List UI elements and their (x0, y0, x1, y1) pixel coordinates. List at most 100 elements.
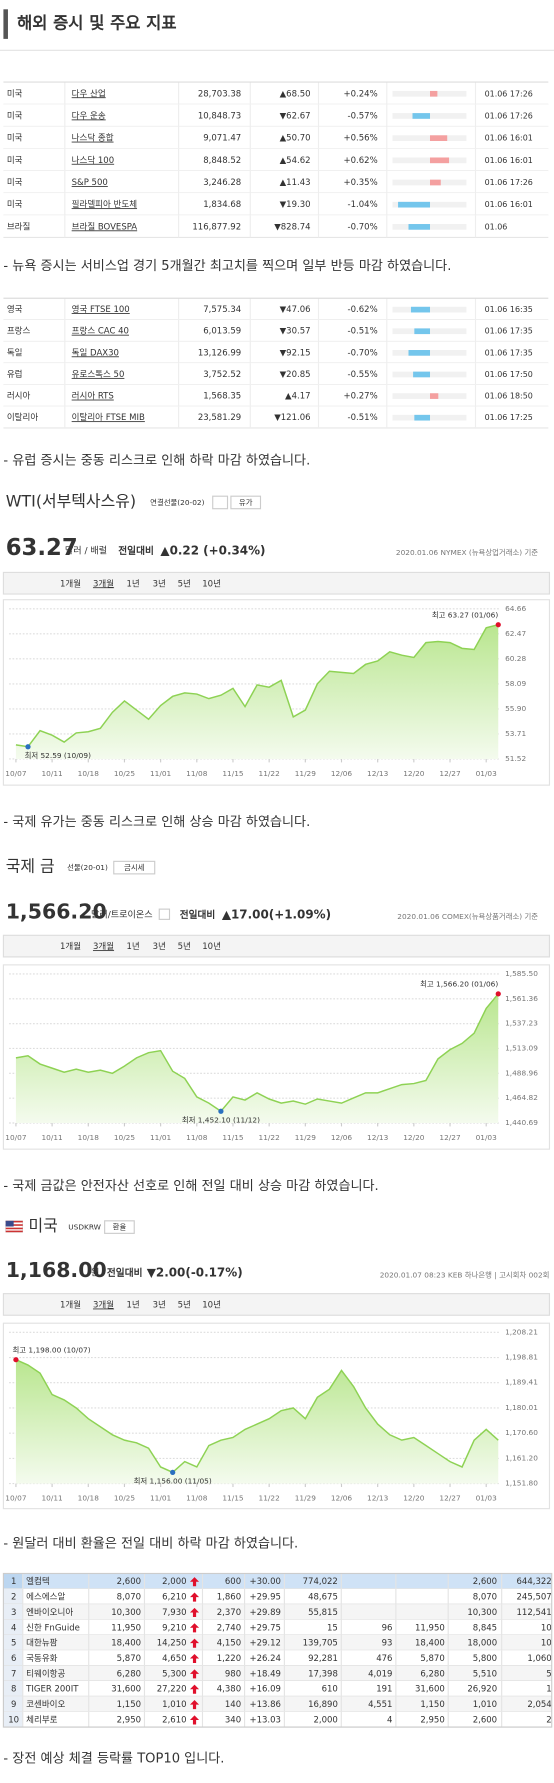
note: - 국제 금값은 안전자산 선호로 인해 전일 대비 상승 마감 하였습니다. (3, 1178, 378, 1194)
tab[interactable]: 5년 (178, 941, 191, 952)
change-rate: -0.57% (348, 111, 378, 121)
button[interactable] (230, 495, 262, 510)
cell: 코센바이오 (26, 1699, 65, 1710)
rank-cell (3, 1634, 23, 1651)
tab[interactable]: 3개월 (93, 578, 114, 589)
header-bar (3, 9, 8, 39)
help-icon[interactable] (212, 495, 229, 510)
cell: 48,675 (308, 1593, 338, 1603)
price: 1,168.00 (6, 1258, 107, 1282)
change-bar (414, 328, 431, 335)
x-tick-label: 10/11 (41, 769, 63, 778)
up-arrow (189, 1592, 200, 1602)
y-tick-label: 1,537.23 (505, 1019, 538, 1028)
time: 01.06 17:35 (485, 348, 533, 357)
cell: 26,920 (467, 1685, 497, 1695)
time: 01.06 (485, 222, 508, 231)
cell: 8,070 (473, 1593, 497, 1603)
up-arrow (189, 1577, 200, 1587)
x-tick-label: 11/08 (186, 769, 208, 778)
cell: 5,870 (420, 1654, 444, 1664)
tab[interactable]: 10년 (202, 578, 221, 589)
cell: 112,541 (517, 1608, 552, 1618)
cell: 7 (11, 1669, 16, 1679)
change: ▼47.06 (280, 305, 311, 315)
index-name: S&P 500 (72, 178, 108, 188)
tab[interactable]: 3개월 (93, 1300, 114, 1311)
country: 미국 (7, 200, 23, 210)
cell: TIGER 200IT (25, 1685, 79, 1695)
price: 9,071.47 (203, 134, 241, 144)
index-name: 다우 산업 (72, 88, 106, 99)
country: 프랑스 (7, 326, 31, 337)
annotation: 최저 52.59 (10/09) (25, 751, 92, 760)
tab[interactable]: 10년 (202, 941, 221, 952)
change-bar (413, 371, 431, 378)
line (15, 993, 499, 1113)
cell: 티웨이항공 (26, 1668, 65, 1679)
change: ▲54.62 (280, 156, 311, 166)
cell: 18,000 (467, 1639, 497, 1649)
cell: 10 (541, 1639, 552, 1649)
tab[interactable]: 1년 (126, 941, 139, 952)
cell: 5,800 (473, 1654, 497, 1664)
country: 미국 (7, 156, 23, 166)
change-bar (412, 113, 431, 119)
table-row (3, 82, 549, 105)
table-row (3, 1711, 552, 1728)
x-tick-label: 12/06 (331, 769, 353, 778)
help-icon[interactable] (158, 908, 171, 920)
x-tick-label: 10/07 (5, 1493, 27, 1502)
cell: 1,860 (217, 1593, 241, 1603)
cell: 4 (387, 1715, 392, 1725)
price: 23,581.29 (198, 413, 241, 423)
tab[interactable]: 1년 (126, 578, 139, 589)
cell: 1 (546, 1685, 551, 1695)
table-row (3, 384, 549, 407)
button[interactable] (104, 1220, 135, 1234)
cell: +29.75 (249, 1623, 281, 1633)
cell: 2,054 (527, 1700, 551, 1710)
x-tick-label: 12/20 (403, 1133, 425, 1142)
tab[interactable]: 1년 (126, 1300, 139, 1311)
y-tick-label: 55.90 (505, 704, 526, 713)
tab[interactable]: 3년 (153, 578, 166, 589)
table-row (3, 406, 549, 428)
change-bar (410, 306, 431, 313)
tab[interactable]: 3년 (153, 1300, 166, 1311)
x-tick-label: 12/20 (403, 769, 425, 778)
tab[interactable]: 3년 (153, 941, 166, 952)
tab[interactable]: 1개월 (60, 1300, 81, 1311)
chart-title: WTI(서부텍사스유) (6, 491, 136, 510)
note: - 원달러 대비 환율은 전일 대비 하락 마감 하였습니다. (3, 1535, 298, 1551)
tab[interactable]: 3개월 (93, 941, 114, 952)
button[interactable] (113, 860, 156, 875)
market-table: 미국 다우 산업 28,703.38 ▲68.50 +0.24% 01.06 17:26 미… (3, 81, 549, 238)
extreme-point (495, 991, 501, 997)
cell: 1,220 (217, 1654, 241, 1664)
index-name: 영국 FTSE 100 (72, 304, 130, 315)
tab[interactable]: 5년 (178, 578, 191, 589)
change-bar (398, 201, 431, 208)
market-table: 영국 영국 FTSE 100 7,575.34 ▼47.06 -0.62% 01.06 1… (3, 297, 549, 429)
tab[interactable]: 5년 (178, 1300, 191, 1311)
country: 독일 (7, 348, 23, 358)
up-arrow (189, 1684, 200, 1694)
change: ▲68.50 (280, 89, 311, 99)
country: 미국 (7, 178, 23, 188)
annotation: 최고 1,198.00 (10/07) (13, 1346, 91, 1355)
button-label: 환율 (113, 1223, 127, 1232)
cell: +29.12 (249, 1639, 281, 1649)
bar-track (392, 393, 467, 399)
x-tick-label: 11/01 (150, 1133, 172, 1142)
x-tick-label: 01/03 (476, 769, 498, 778)
price-change: ▲17.00(+1.09%) (222, 907, 331, 921)
change: ▼62.67 (280, 111, 311, 121)
price: 1,834.68 (203, 200, 241, 210)
bar-track (392, 179, 467, 186)
tab[interactable]: 1개월 (60, 941, 81, 952)
tab[interactable]: 10년 (202, 1300, 221, 1311)
country: 미국 (7, 89, 23, 99)
tab[interactable]: 1개월 (60, 578, 81, 589)
change: ▼30.57 (280, 327, 311, 337)
